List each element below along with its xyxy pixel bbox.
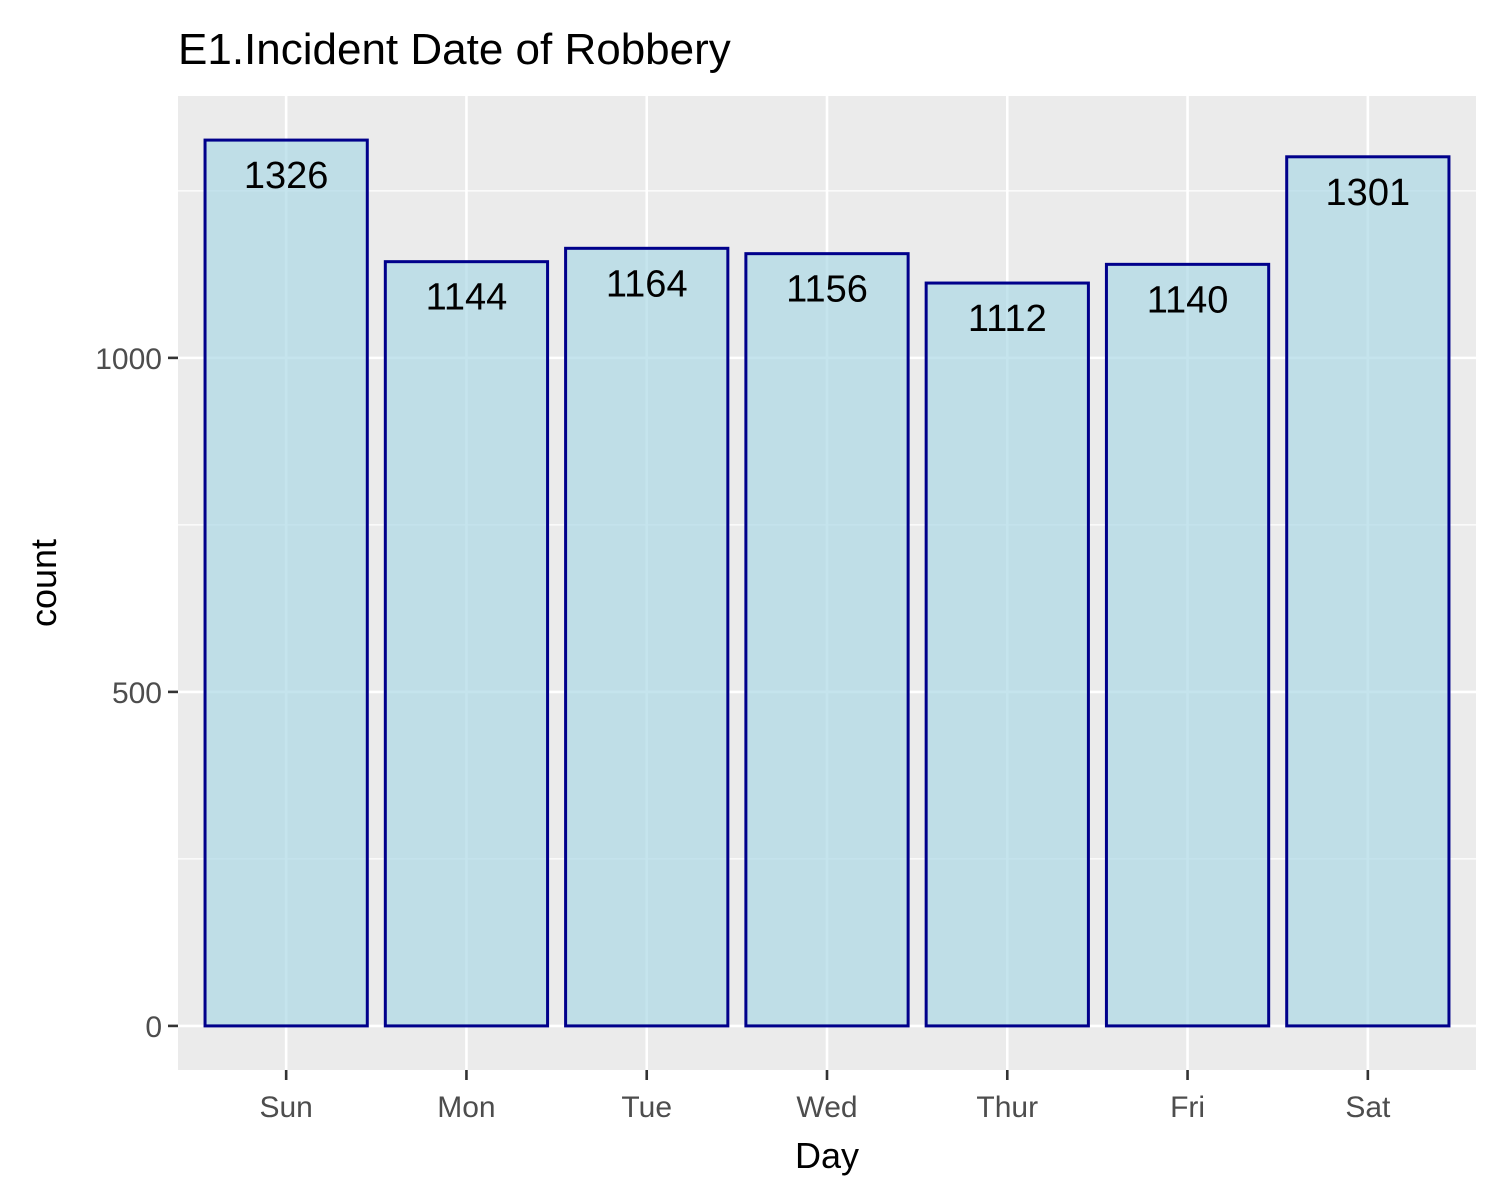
x-tick-label: Sat xyxy=(1345,1091,1391,1124)
bar-wed xyxy=(744,252,910,1028)
y-tick-label: 1000 xyxy=(95,343,162,376)
bar-fri xyxy=(1104,262,1271,1028)
y-tick-label: 500 xyxy=(112,677,162,710)
bar-data-label: 1301 xyxy=(1326,172,1411,214)
bar-data-label: 1144 xyxy=(426,277,508,319)
bar-data-label: 1164 xyxy=(606,263,688,305)
x-tick-label: Tue xyxy=(621,1091,672,1124)
bar-tue xyxy=(564,246,730,1028)
x-axis-label: Day xyxy=(795,1135,859,1176)
x-tick-label: Sun xyxy=(259,1091,312,1124)
bar-data-label: 1140 xyxy=(1147,279,1229,321)
y-axis: 0 500 1000 xyxy=(95,343,178,1044)
x-tick-label: Fri xyxy=(1170,1091,1205,1124)
bar-data-labels: 1326 1144 1164 1156 1112 1140 1301 xyxy=(244,155,1410,340)
bar-thur xyxy=(924,281,1090,1028)
x-axis: Sun Mon Tue Wed Thur Fri Sat xyxy=(259,1070,1391,1124)
y-axis-label: count xyxy=(23,539,64,627)
bars xyxy=(203,138,1451,1028)
x-tick-label: Mon xyxy=(437,1091,495,1124)
bar-data-label: 1326 xyxy=(244,155,329,197)
chart-title: E1.Incident Date of Robbery xyxy=(178,25,731,74)
y-tick-label: 0 xyxy=(145,1011,162,1044)
x-tick-label: Thur xyxy=(976,1091,1038,1124)
bar-sat xyxy=(1285,155,1451,1028)
bar-data-label: 1156 xyxy=(786,269,868,311)
bar-mon xyxy=(383,260,550,1028)
bar-data-label: 1112 xyxy=(968,298,1047,340)
bar-sun xyxy=(203,138,369,1028)
x-tick-label: Wed xyxy=(796,1091,857,1124)
